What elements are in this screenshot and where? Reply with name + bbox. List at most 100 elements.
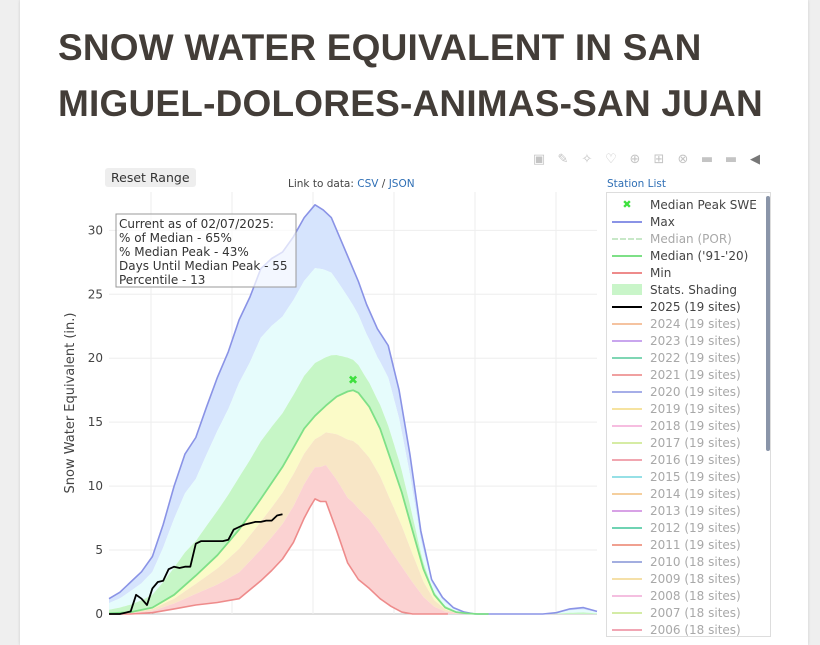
- hover-icon[interactable]: ◀: [750, 152, 760, 167]
- legend-label: 2016 (19 sites): [650, 452, 741, 467]
- legend-item[interactable]: 2013 (19 sites): [607, 502, 741, 519]
- legend-label: 2021 (19 sites): [650, 367, 741, 382]
- legend-swatch: [612, 434, 642, 451]
- legend-item[interactable]: 2016 (19 sites): [607, 451, 741, 468]
- y-tick-label: 20: [88, 351, 103, 365]
- legend-item[interactable]: 2014 (19 sites): [607, 485, 741, 502]
- legend-swatch: [612, 281, 642, 298]
- csv-link[interactable]: CSV: [357, 178, 379, 190]
- legend-label: Median (POR): [650, 231, 732, 246]
- legend-item[interactable]: 2025 (19 sites): [607, 298, 741, 315]
- reset-range-button[interactable]: Reset Range: [105, 168, 196, 187]
- legend-swatch: [612, 485, 642, 502]
- annotation-line1: Current as of 02/07/2025:: [119, 217, 274, 231]
- legend-scrollbar[interactable]: [766, 196, 770, 451]
- legend-label: 2023 (19 sites): [650, 333, 741, 348]
- legend-item[interactable]: 2021 (19 sites): [607, 366, 741, 383]
- legend-item[interactable]: Min: [607, 264, 671, 281]
- legend-item[interactable]: 2020 (19 sites): [607, 383, 741, 400]
- legend-item[interactable]: 2008 (18 sites): [607, 587, 741, 604]
- legend-item[interactable]: 2006 (18 sites): [607, 621, 741, 637]
- legend-item[interactable]: 2019 (19 sites): [607, 400, 741, 417]
- reset-axes-icon[interactable]: ▬: [700, 152, 714, 167]
- legend-item[interactable]: ✖ Median Peak SWE: [607, 196, 757, 213]
- legend-swatch: [612, 604, 642, 621]
- camera-icon[interactable]: ▣: [532, 152, 546, 167]
- legend-label: Median Peak SWE: [650, 197, 757, 212]
- legend-label: 2020 (19 sites): [650, 384, 741, 399]
- lasso-icon[interactable]: ♡: [605, 152, 617, 167]
- legend-label: 2015 (19 sites): [650, 469, 741, 484]
- zoom-icon[interactable]: ✎: [557, 152, 569, 167]
- spike-icon[interactable]: ▬: [724, 152, 738, 167]
- band-30-10: [109, 432, 597, 614]
- legend-label: 2010 (18 sites): [650, 554, 741, 569]
- pan-icon[interactable]: ✧: [581, 152, 593, 167]
- legend-swatch: [612, 247, 642, 264]
- legend-swatch: [612, 315, 642, 332]
- legend-swatch: [612, 264, 642, 281]
- legend-label: 2017 (19 sites): [650, 435, 741, 450]
- chart-legend[interactable]: ✖ Median Peak SWE Max Median (POR) Median ('…: [606, 192, 771, 637]
- legend-item[interactable]: 2015 (19 sites): [607, 468, 741, 485]
- legend-label: 2006 (18 sites): [650, 622, 741, 637]
- legend-swatch: [612, 417, 642, 434]
- annotation-line4: Days Until Median Peak - 55: [119, 259, 288, 273]
- legend-item[interactable]: 2011 (19 sites): [607, 536, 741, 553]
- legend-item[interactable]: 2012 (19 sites): [607, 519, 741, 536]
- station-list-link[interactable]: Station List: [607, 178, 667, 190]
- autoscale-icon[interactable]: ⊗: [677, 152, 689, 167]
- legend-label: 2022 (19 sites): [650, 350, 741, 365]
- legend-swatch: [612, 366, 642, 383]
- content-card: SNOW WATER EQUIVALENT IN SAN MIGUEL-DOLO…: [20, 0, 808, 645]
- legend-item[interactable]: 2023 (19 sites): [607, 332, 741, 349]
- legend-label: 2007 (18 sites): [650, 605, 741, 620]
- zoom-in-icon[interactable]: ⊕: [629, 152, 641, 167]
- legend-label: 2009 (18 sites): [650, 571, 741, 586]
- legend-item[interactable]: Median (POR): [607, 230, 732, 247]
- legend-item[interactable]: 2018 (19 sites): [607, 417, 741, 434]
- legend-item[interactable]: Stats. Shading: [607, 281, 737, 298]
- legend-swatch: [612, 230, 642, 247]
- current-status-annotation: [115, 213, 297, 288]
- legend-swatch: [612, 332, 642, 349]
- legend-label: Max: [650, 214, 675, 229]
- y-tick-label: 10: [88, 479, 103, 493]
- legend-label: 2019 (19 sites): [650, 401, 741, 416]
- legend-swatch: [612, 553, 642, 570]
- series-max-line: [108, 204, 598, 615]
- annotation-line2: % of Median - 65%: [119, 231, 232, 245]
- legend-item[interactable]: 2022 (19 sites): [607, 349, 741, 366]
- legend-swatch: [612, 383, 642, 400]
- legend-item[interactable]: Max: [607, 213, 675, 230]
- band-90-70: [109, 268, 597, 614]
- band-median-30: [109, 390, 597, 614]
- legend-label: 2024 (19 sites): [650, 316, 741, 331]
- legend-item[interactable]: Median ('91-'20): [607, 247, 748, 264]
- legend-item[interactable]: 2009 (18 sites): [607, 570, 741, 587]
- legend-label: Min: [650, 265, 672, 280]
- page-title: SNOW WATER EQUIVALENT IN SAN MIGUEL-DOLO…: [58, 27, 763, 124]
- legend-swatch: [612, 502, 642, 519]
- legend-label: 2011 (19 sites): [650, 537, 741, 552]
- legend-swatch: [612, 349, 642, 366]
- legend-swatch: [612, 621, 642, 636]
- legend-swatch: [612, 451, 642, 468]
- chart-svg[interactable]: 0 5 10 15 20 25 30 Snow Water Equivalent (in.) ✖…: [59, 147, 770, 645]
- legend-item[interactable]: 2010 (18 sites): [607, 553, 741, 570]
- y-axis-label: Snow Water Equivalent (in.): [63, 313, 78, 494]
- y-tick-label: 30: [88, 223, 103, 237]
- legend-swatch: [612, 587, 642, 604]
- legend-swatch: [612, 536, 642, 553]
- annotation-line3: % Median Peak - 43%: [119, 245, 249, 259]
- legend-swatch: [612, 519, 642, 536]
- legend-item[interactable]: 2017 (19 sites): [607, 434, 741, 451]
- legend-swatch: ✖: [622, 198, 632, 211]
- series-median-line: [108, 389, 489, 615]
- legend-item[interactable]: 2024 (19 sites): [607, 315, 741, 332]
- data-links: Link to data: CSV / JSON: [288, 178, 415, 190]
- json-link[interactable]: JSON: [388, 178, 415, 190]
- legend-item[interactable]: 2007 (18 sites): [607, 604, 741, 621]
- zoom-out-icon[interactable]: ⊞: [653, 152, 665, 167]
- series-2025-line: [109, 513, 283, 615]
